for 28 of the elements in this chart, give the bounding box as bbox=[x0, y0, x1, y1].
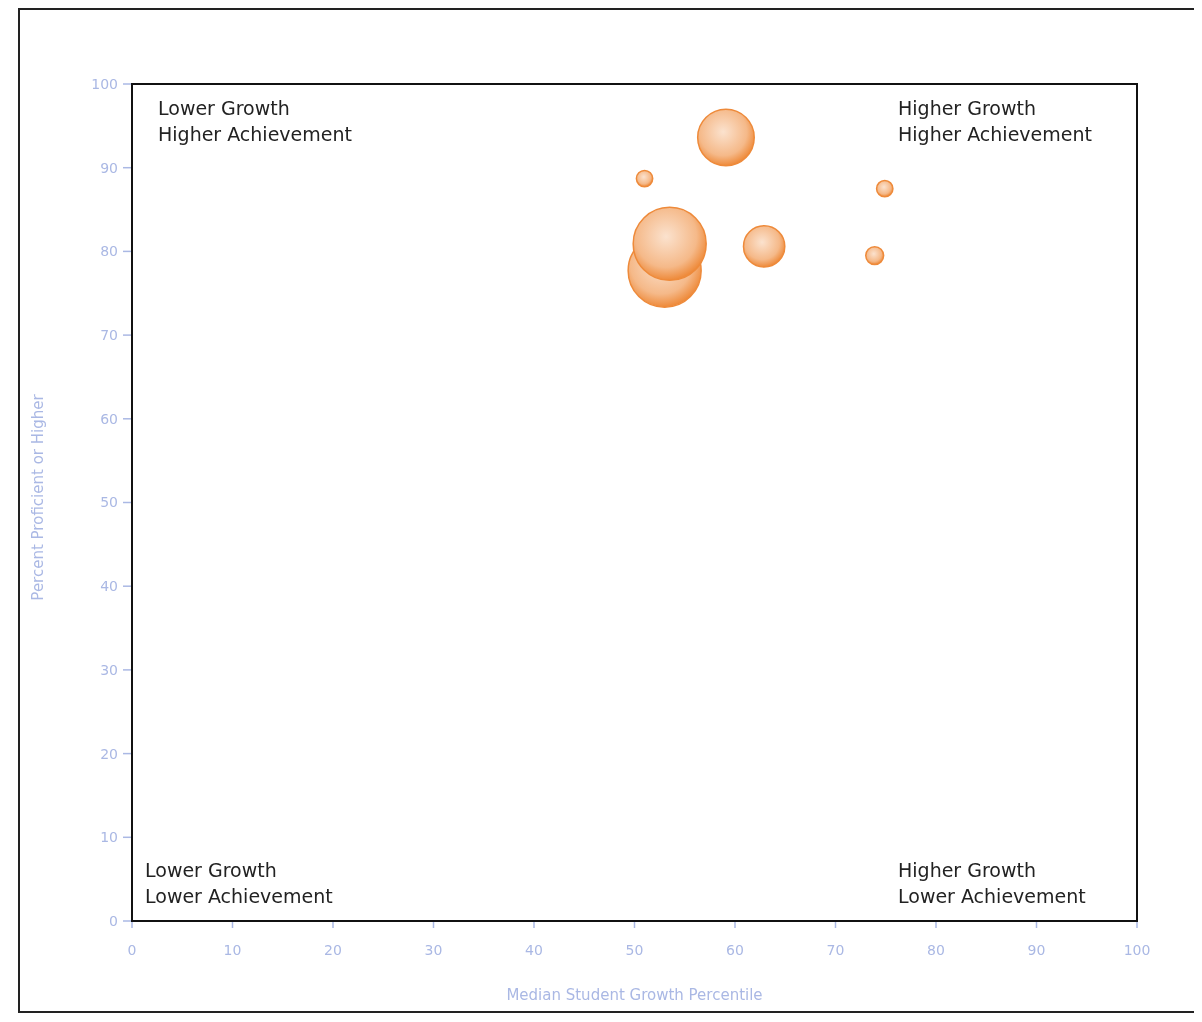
annotation: Lower Growth Lower Achievement bbox=[145, 859, 333, 907]
x-tick-label: 90 bbox=[1027, 942, 1046, 958]
y-tick-label: 100 bbox=[91, 75, 118, 92]
y-tick-label: 20 bbox=[100, 745, 118, 762]
y-tick-label: 60 bbox=[100, 410, 118, 427]
y-tick-label: 80 bbox=[100, 243, 118, 260]
x-tick-label: 40 bbox=[525, 942, 543, 958]
x-tick-label: 80 bbox=[927, 942, 945, 958]
y-tick-label: 40 bbox=[100, 578, 118, 595]
y-tick-label: 70 bbox=[100, 327, 118, 343]
x-axis-title: Median Student Growth Percentile bbox=[506, 986, 763, 1004]
x-tick-label: 60 bbox=[726, 942, 744, 958]
annotation: Higher Growth Higher Achievement bbox=[898, 97, 1092, 145]
y-tick-label: 50 bbox=[100, 494, 118, 511]
y-tick-label: 90 bbox=[100, 159, 118, 176]
x-tick-label: 100 bbox=[1123, 942, 1151, 958]
x-tick-label: 20 bbox=[324, 942, 342, 958]
x-tick-label: 50 bbox=[625, 942, 644, 958]
annotation: Lower Growth Higher Achievement bbox=[158, 97, 352, 145]
y-tick-label: 10 bbox=[100, 829, 118, 846]
y-tick-label: 0 bbox=[109, 912, 118, 929]
x-tick-label: 70 bbox=[826, 942, 845, 958]
annotation: Higher Growth Lower Achievement bbox=[898, 859, 1086, 907]
y-axis-title: Percent Proficient or Higher bbox=[29, 393, 47, 601]
y-tick-label: 30 bbox=[100, 661, 118, 678]
x-tick-label: 0 bbox=[127, 942, 137, 958]
x-tick-label: 10 bbox=[223, 942, 242, 958]
x-tick-label: 30 bbox=[424, 942, 443, 958]
